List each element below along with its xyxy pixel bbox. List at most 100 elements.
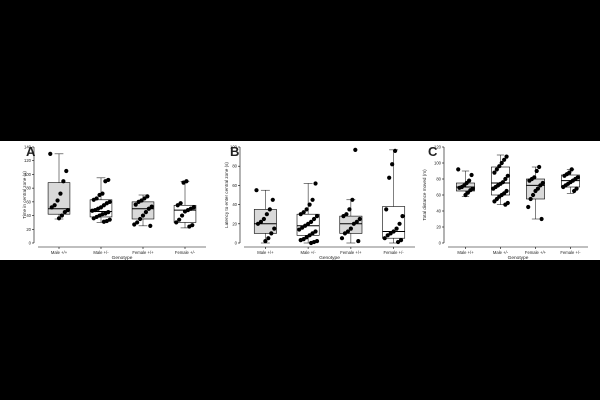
y-tick-label: 20 (436, 225, 441, 230)
y-axis-label: Latency to enter central zone (s) (224, 162, 229, 228)
data-point (394, 226, 399, 231)
data-point (263, 238, 268, 244)
data-point (400, 214, 405, 219)
data-point (177, 217, 182, 222)
data-point (266, 236, 271, 241)
x-tick-label: Male +/+ (257, 250, 274, 255)
y-tick-label: 80 (26, 186, 31, 191)
data-point (457, 185, 462, 190)
x-tick-label: Female +/- (560, 250, 581, 255)
data-point (505, 173, 510, 178)
y-tick-label: 140 (24, 145, 32, 150)
box-4 (382, 206, 406, 239)
data-point (503, 176, 508, 182)
data-point (132, 222, 137, 227)
data-point (101, 203, 107, 208)
data-point (356, 238, 361, 244)
data-point (339, 236, 345, 241)
y-tick-label: 120 (24, 158, 32, 163)
data-point (311, 216, 317, 222)
data-point (307, 233, 312, 238)
panel-label: C (428, 144, 438, 159)
data-point (384, 207, 389, 212)
x-tick-label: Male +/+ (457, 250, 474, 255)
data-point (61, 179, 66, 184)
data-point (313, 229, 318, 234)
x-tick-label: Female +/- (384, 250, 405, 255)
data-point (175, 203, 180, 208)
data-point (267, 207, 272, 212)
data-point (344, 212, 349, 217)
data-point (62, 210, 67, 215)
data-point (314, 214, 320, 219)
data-point (504, 154, 509, 159)
data-point (561, 184, 566, 190)
data-point (350, 197, 355, 202)
data-point (345, 229, 351, 234)
data-point (388, 231, 393, 236)
y-tick-label: 100 (230, 145, 238, 150)
data-point (58, 191, 63, 196)
data-point (136, 199, 141, 204)
data-point (494, 167, 499, 172)
data-point (310, 197, 315, 202)
data-point (56, 216, 62, 221)
y-tick-label: 60 (232, 183, 237, 188)
data-point (528, 196, 533, 202)
data-point (59, 213, 65, 218)
data-point (534, 168, 539, 174)
data-point (307, 202, 312, 207)
x-tick-label: Female +/+ (132, 250, 154, 255)
data-point (304, 207, 309, 212)
y-tick-label: 120 (434, 145, 442, 150)
data-point (146, 206, 151, 211)
data-point (393, 148, 398, 153)
data-point (387, 175, 392, 180)
y-tick-label: 100 (24, 172, 32, 177)
data-point (145, 194, 150, 199)
data-point (143, 210, 149, 215)
data-point (572, 188, 577, 194)
data-point (181, 180, 186, 185)
y-axis-label: Time in central zone (s) (22, 171, 27, 219)
panel-label: B (230, 144, 239, 159)
data-point (48, 151, 53, 156)
data-point (269, 231, 274, 236)
data-point (301, 210, 306, 215)
data-point (178, 201, 183, 206)
data-point (391, 229, 396, 234)
data-point (300, 225, 305, 230)
data-point (65, 207, 70, 213)
data-point (463, 192, 468, 198)
x-axis-label: Genotype (508, 255, 529, 260)
data-point (103, 179, 108, 184)
data-point (313, 181, 318, 186)
data-point (261, 216, 266, 222)
data-point (91, 216, 96, 221)
data-point (348, 226, 353, 231)
y-tick-label: 40 (26, 213, 31, 218)
data-point (135, 220, 140, 225)
data-point (254, 188, 259, 193)
data-point (148, 223, 153, 228)
data-point (104, 201, 109, 206)
data-point (137, 216, 143, 222)
y-tick-label: 20 (232, 221, 237, 226)
y-tick-label: 60 (436, 193, 441, 198)
data-point (397, 221, 402, 226)
data-point (142, 196, 147, 201)
data-point (456, 167, 461, 172)
data-point (390, 162, 395, 167)
data-point (258, 219, 264, 224)
x-tick-label: Female +/+ (340, 250, 362, 255)
figure: A 0 20 40 60 80 100 120 140 Time in central zone … (0, 141, 600, 260)
data-point (342, 231, 348, 236)
panel-a: A 0 20 40 60 80 100 120 140 Time in central zone … (22, 144, 206, 260)
box-1 (253, 209, 277, 234)
data-point (187, 224, 192, 229)
y-tick-label: 80 (232, 164, 237, 169)
data-point (530, 192, 536, 198)
figure-svg: A 0 20 40 60 80 100 120 140 Time in central zone … (22, 144, 588, 260)
y-tick-label: 20 (26, 227, 31, 232)
data-point (503, 202, 508, 207)
